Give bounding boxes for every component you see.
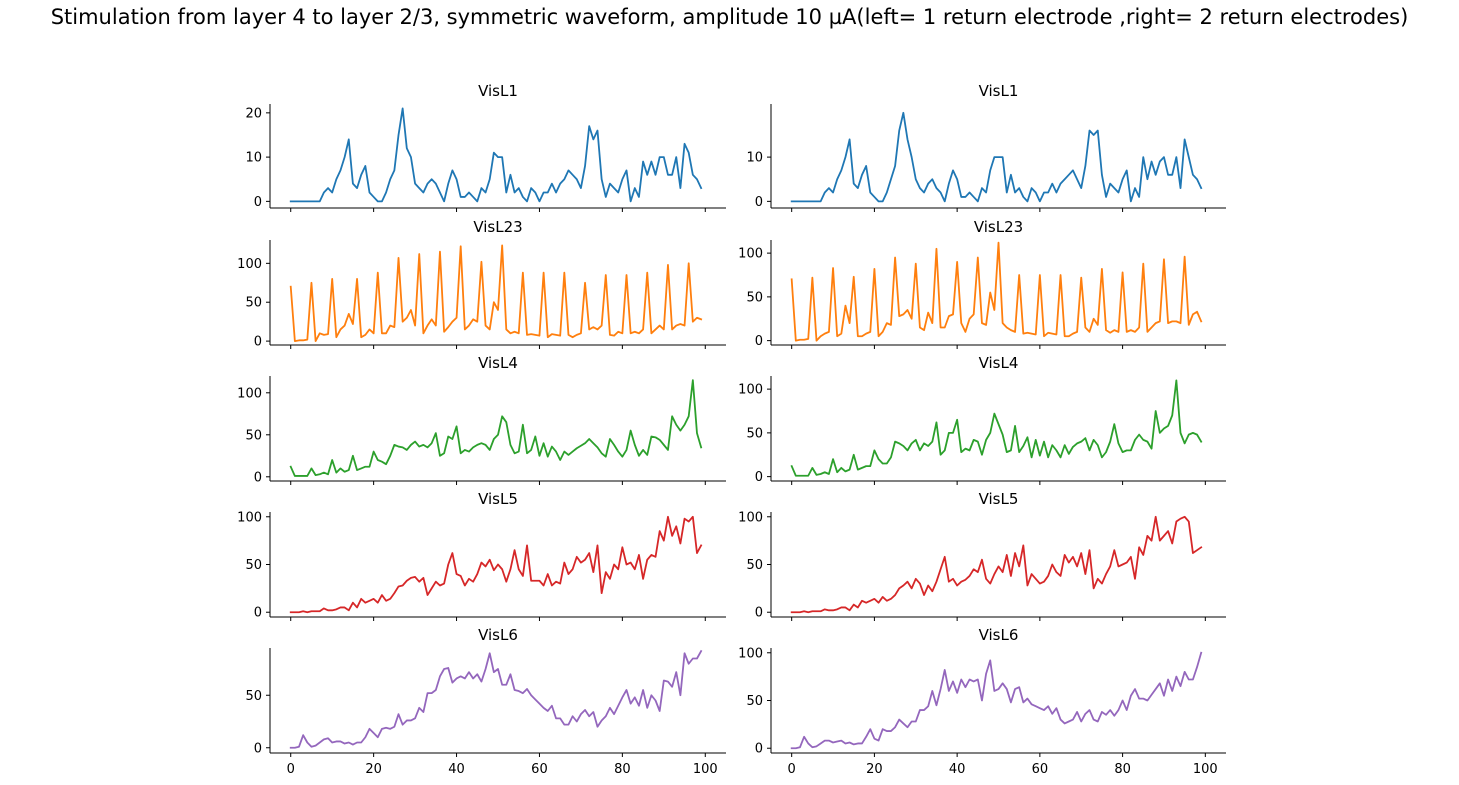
x-tick-label: 20 bbox=[866, 762, 883, 777]
subplot-right-visl5: VisL5 0 50 100 bbox=[738, 490, 1226, 621]
y-tick-label: 20 bbox=[245, 106, 262, 121]
series-line-visl5 bbox=[790, 515, 1203, 614]
subplot-right-visl6: VisL6 0 50 100 0 20 40 60 80 100 bbox=[738, 626, 1226, 777]
y-tick-label: 100 bbox=[237, 386, 262, 401]
subplot-title: VisL4 bbox=[979, 354, 1019, 372]
y-tick-label: 50 bbox=[746, 290, 763, 305]
subplot-title: VisL6 bbox=[979, 626, 1019, 644]
series-line-visl6 bbox=[790, 651, 1203, 750]
subplot-title: VisL23 bbox=[473, 218, 522, 236]
y-tick-label: 100 bbox=[237, 510, 262, 525]
x-tick-label: 60 bbox=[1032, 762, 1049, 777]
subplot-right-visl4: VisL4 0 50 100 bbox=[738, 354, 1226, 485]
series-line-visl23 bbox=[289, 244, 703, 343]
y-tick-label: 0 bbox=[254, 741, 262, 756]
subplot-title: VisL23 bbox=[974, 218, 1023, 236]
y-tick-label: 50 bbox=[746, 694, 763, 709]
x-tick-label: 100 bbox=[693, 762, 718, 777]
x-tick-label: 0 bbox=[788, 762, 796, 777]
y-tick-label: 50 bbox=[245, 689, 262, 704]
y-tick-label: 10 bbox=[746, 151, 763, 166]
y-tick-label: 100 bbox=[738, 646, 763, 661]
y-tick-label: 0 bbox=[254, 335, 262, 350]
y-tick-label: 50 bbox=[245, 558, 262, 573]
y-tick-label: 100 bbox=[738, 510, 763, 525]
y-tick-label: 50 bbox=[245, 428, 262, 443]
subplot-title: VisL5 bbox=[979, 490, 1019, 508]
y-tick-label: 10 bbox=[245, 151, 262, 166]
subplot-title: VisL1 bbox=[478, 82, 518, 100]
y-tick-label: 0 bbox=[755, 470, 763, 485]
y-tick-label: 0 bbox=[254, 195, 262, 210]
x-tick-label: 0 bbox=[287, 762, 295, 777]
subplot-title: VisL4 bbox=[478, 354, 518, 372]
subplot-left-visl4: VisL4 0 50 100 bbox=[237, 354, 726, 485]
series-line-visl5 bbox=[289, 515, 703, 614]
y-tick-label: 0 bbox=[755, 195, 763, 210]
y-tick-label: 50 bbox=[746, 426, 763, 441]
x-tick-label: 40 bbox=[448, 762, 465, 777]
subplot-left-visl6: VisL6 0 50 0 20 40 60 80 100 bbox=[245, 626, 726, 777]
subplot-title: VisL1 bbox=[979, 82, 1019, 100]
x-tick-label: 60 bbox=[531, 762, 548, 777]
subplot-right-visl1: VisL1 0 10 bbox=[746, 82, 1226, 212]
y-tick-label: 0 bbox=[755, 334, 763, 349]
series-line-visl4 bbox=[289, 379, 703, 477]
y-tick-label: 100 bbox=[237, 257, 262, 272]
y-tick-label: 100 bbox=[738, 247, 763, 262]
y-tick-label: 50 bbox=[245, 296, 262, 311]
subplot-left-visl1: VisL1 0 10 20 bbox=[245, 82, 726, 212]
series-line-visl4 bbox=[790, 379, 1203, 477]
y-tick-label: 50 bbox=[746, 558, 763, 573]
y-tick-label: 100 bbox=[738, 383, 763, 398]
y-tick-label: 0 bbox=[254, 606, 262, 621]
x-tick-label: 100 bbox=[1193, 762, 1218, 777]
y-tick-label: 0 bbox=[254, 470, 262, 485]
figure-suptitle: Stimulation from layer 4 to layer 2/3, s… bbox=[50, 5, 1409, 29]
series-line-visl1 bbox=[289, 107, 703, 203]
x-tick-label: 80 bbox=[614, 762, 631, 777]
y-tick-label: 0 bbox=[755, 742, 763, 757]
series-line-visl1 bbox=[790, 111, 1203, 203]
y-tick-label: 0 bbox=[755, 606, 763, 621]
subplot-left-visl23: VisL23 0 50 100 bbox=[237, 218, 726, 350]
x-tick-label: 20 bbox=[365, 762, 382, 777]
subplot-left-visl5: VisL5 0 50 100 bbox=[237, 490, 726, 621]
x-tick-label: 40 bbox=[949, 762, 966, 777]
x-tick-label: 80 bbox=[1114, 762, 1131, 777]
series-line-visl6 bbox=[289, 649, 703, 749]
subplot-right-visl23: VisL23 0 50 100 bbox=[738, 218, 1226, 349]
series-line-visl23 bbox=[790, 241, 1203, 342]
subplot-title: VisL5 bbox=[478, 490, 518, 508]
subplot-title: VisL6 bbox=[478, 626, 518, 644]
